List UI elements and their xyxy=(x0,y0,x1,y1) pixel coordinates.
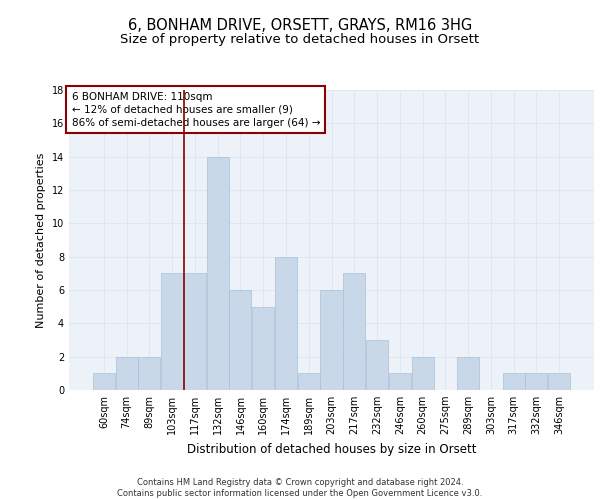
Bar xyxy=(206,156,229,390)
Bar xyxy=(275,256,297,390)
Bar xyxy=(298,374,320,390)
Bar xyxy=(139,356,160,390)
Bar xyxy=(161,274,183,390)
Bar xyxy=(229,290,251,390)
Bar xyxy=(366,340,388,390)
Y-axis label: Number of detached properties: Number of detached properties xyxy=(36,152,46,328)
Bar xyxy=(457,356,479,390)
Bar xyxy=(116,356,138,390)
Text: Contains HM Land Registry data © Crown copyright and database right 2024.
Contai: Contains HM Land Registry data © Crown c… xyxy=(118,478,482,498)
Bar xyxy=(389,374,411,390)
Text: 6, BONHAM DRIVE, ORSETT, GRAYS, RM16 3HG: 6, BONHAM DRIVE, ORSETT, GRAYS, RM16 3HG xyxy=(128,18,472,32)
Bar xyxy=(412,356,434,390)
Bar xyxy=(548,374,570,390)
Text: Size of property relative to detached houses in Orsett: Size of property relative to detached ho… xyxy=(121,32,479,46)
Bar xyxy=(320,290,343,390)
Bar xyxy=(525,374,547,390)
Bar xyxy=(503,374,524,390)
Bar xyxy=(184,274,206,390)
X-axis label: Distribution of detached houses by size in Orsett: Distribution of detached houses by size … xyxy=(187,442,476,456)
Text: 6 BONHAM DRIVE: 110sqm
← 12% of detached houses are smaller (9)
86% of semi-deta: 6 BONHAM DRIVE: 110sqm ← 12% of detached… xyxy=(71,92,320,128)
Bar xyxy=(252,306,274,390)
Bar xyxy=(343,274,365,390)
Bar xyxy=(93,374,115,390)
